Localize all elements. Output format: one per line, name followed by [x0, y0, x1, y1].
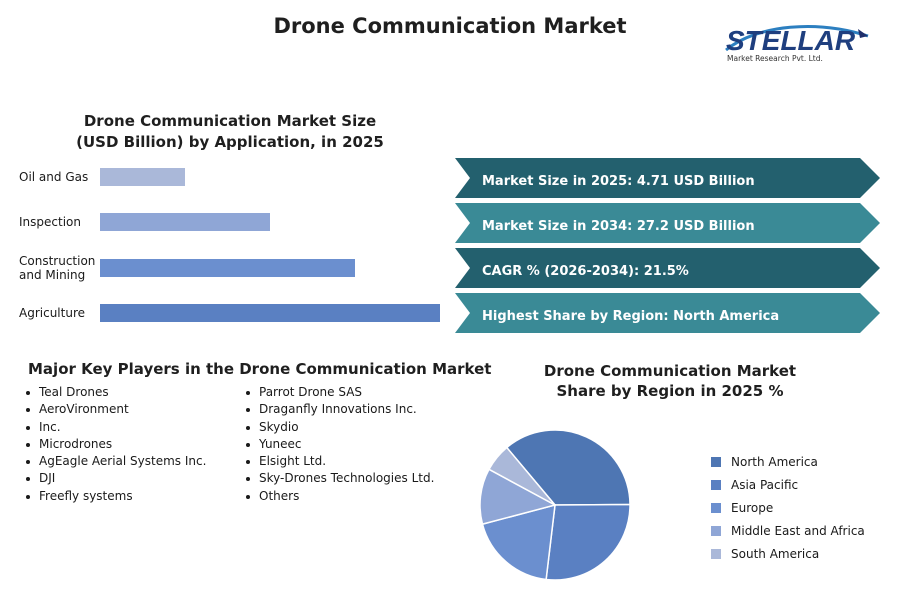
- legend-item: Asia Pacific: [711, 473, 865, 496]
- legend-label: South America: [731, 546, 820, 561]
- pie-slice: [481, 503, 556, 581]
- stat-banner: [455, 158, 880, 198]
- bar: [100, 259, 355, 277]
- key-player-item: DJI: [25, 470, 206, 487]
- stat-banner: [455, 248, 880, 288]
- key-player-item: Others: [245, 488, 434, 505]
- key-players-list-1: Teal Drones AeroVironment Inc. Microdrones A…: [25, 384, 206, 505]
- logo-arrow-icon: [858, 29, 868, 38]
- pie-legend: North America Asia Pacific Europe Middle Ea…: [711, 450, 865, 565]
- logo-swoosh-icon: [725, 25, 869, 52]
- key-player-item: Yuneec: [245, 436, 434, 453]
- key-player-item: Skydio: [245, 419, 434, 436]
- page-title: Drone Communication Market: [273, 14, 627, 38]
- legend-item: Middle East and Africa: [711, 519, 865, 542]
- key-players-list-2: Parrot Drone SAS Draganfly Innovations In…: [245, 384, 434, 505]
- legend-swatch: [711, 525, 721, 536]
- pie-chart-title-line: Share by Region in 2025 %: [556, 382, 784, 400]
- stats-panel: [455, 158, 880, 333]
- legend-swatch: [711, 502, 721, 513]
- stat-banner: [455, 203, 880, 243]
- stat-market-size-2034: Market Size in 2034: 27.2 USD Billion: [482, 219, 755, 234]
- bar-chart-title: Drone Communication Market Size (USD Bil…: [40, 111, 420, 153]
- logo-wordmark: STELLAR: [726, 25, 856, 56]
- key-player-item: Elsight Ltd.: [245, 453, 434, 470]
- legend-swatch: [711, 479, 721, 490]
- stat-market-size-2025: Market Size in 2025: 4.71 USD Billion: [482, 174, 755, 189]
- legend-swatch: [711, 548, 721, 559]
- key-player-item: AgEagle Aerial Systems Inc.: [25, 453, 206, 470]
- legend-label: North America: [731, 454, 818, 469]
- key-player-item: AeroVironment: [25, 401, 206, 418]
- legend-item: North America: [711, 450, 865, 473]
- key-player-item: Microdrones: [25, 436, 206, 453]
- category-label: and Mining: [19, 268, 85, 282]
- pie-slice: [545, 503, 631, 581]
- legend-label: Middle East and Africa: [731, 523, 865, 538]
- stellar-logo: STELLAR: [725, 25, 869, 56]
- stat-banner: [455, 293, 880, 333]
- legend-label: Asia Pacific: [731, 477, 799, 492]
- key-player-item: Freefly systems: [25, 488, 206, 505]
- key-players-title: Major Key Players in the Drone Communica…: [28, 360, 492, 378]
- key-player-item: Teal Drones: [25, 384, 206, 401]
- bar: [100, 168, 185, 186]
- category-label: Agriculture: [19, 306, 85, 320]
- key-player-item: Inc.: [25, 419, 206, 436]
- pie-chart-title-line: Drone Communication Market: [543, 362, 797, 380]
- category-label: Inspection: [19, 215, 81, 229]
- legend-label: Europe: [731, 500, 774, 515]
- bar-chart-title-line: Drone Communication Market Size: [83, 112, 377, 130]
- legend-item: Europe: [711, 496, 865, 519]
- legend-swatch: [711, 456, 721, 467]
- pie-slice: [488, 446, 556, 506]
- key-player-item: Sky-Drones Technologies Ltd.: [245, 470, 434, 487]
- category-label: Oil and Gas: [19, 170, 88, 184]
- pie-slice: [505, 429, 631, 506]
- logo-subtitle: Market Research Pvt. Ltd.: [727, 54, 823, 63]
- legend-item: South America: [711, 542, 865, 565]
- region-pie-chart: [479, 429, 631, 581]
- stat-cagr: CAGR % (2026-2034): 21.5%: [482, 264, 689, 279]
- bar: [100, 213, 270, 231]
- key-player-item: Draganfly Innovations Inc.: [245, 401, 434, 418]
- key-player-item: Parrot Drone SAS: [245, 384, 434, 401]
- pie-chart-title: Drone Communication Market Share by Regi…: [520, 361, 820, 401]
- stat-highest-region: Highest Share by Region: North America: [482, 309, 780, 324]
- bar: [100, 304, 440, 322]
- bar-chart-title-line: (USD Billion) by Application, in 2025: [76, 133, 384, 151]
- category-label: Construction: [19, 254, 95, 268]
